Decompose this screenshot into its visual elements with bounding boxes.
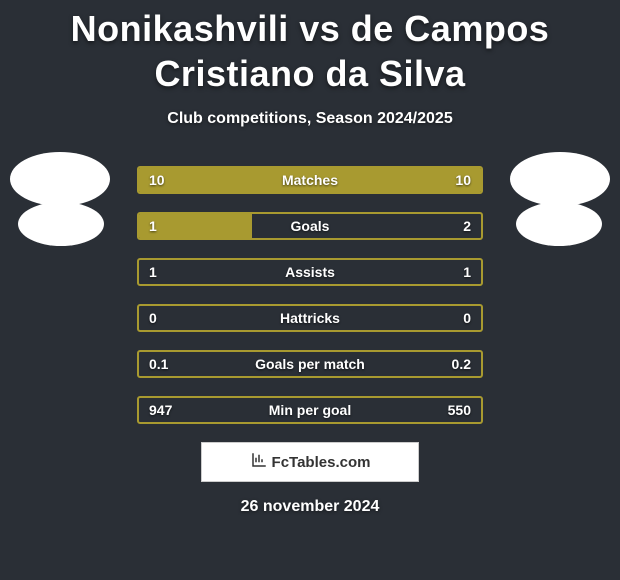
stat-bar: 1 Assists 1 xyxy=(137,258,483,286)
player-right-avatar xyxy=(510,152,610,206)
stat-left-value: 1 xyxy=(149,264,157,280)
date-text: 26 november 2024 xyxy=(0,498,620,516)
stat-bar: 10 Matches 10 xyxy=(137,166,483,194)
stat-label: Goals xyxy=(291,218,330,234)
stat-label: Goals per match xyxy=(255,356,365,372)
watermark-text: FcTables.com xyxy=(272,454,371,471)
stat-left-value: 10 xyxy=(149,172,165,188)
stat-right-value: 0 xyxy=(463,310,471,326)
stat-left-value: 947 xyxy=(149,402,172,418)
stat-label: Min per goal xyxy=(269,402,351,418)
watermark: FcTables.com xyxy=(201,442,419,482)
stat-left-value: 0 xyxy=(149,310,157,326)
stat-right-value: 0.2 xyxy=(452,356,471,372)
stat-right-value: 1 xyxy=(463,264,471,280)
team-right-avatar xyxy=(516,202,602,246)
stat-bar: 1 Goals 2 xyxy=(137,212,483,240)
stat-bar: 0 Hattricks 0 xyxy=(137,304,483,332)
stat-bars: 10Matches101Goals21Assists10Hattricks00.… xyxy=(137,166,483,424)
stat-right-value: 10 xyxy=(455,172,471,188)
stat-label: Assists xyxy=(285,264,335,280)
stat-right-value: 550 xyxy=(448,402,471,418)
team-left-avatar xyxy=(18,202,104,246)
stat-label: Hattricks xyxy=(280,310,340,326)
comparison-card: Nonikashvili vs de Campos Cristiano da S… xyxy=(0,0,620,580)
stat-left-value: 1 xyxy=(149,218,157,234)
player-left-avatar xyxy=(10,152,110,206)
subtitle: Club competitions, Season 2024/2025 xyxy=(0,110,620,128)
stat-label: Matches xyxy=(282,172,338,188)
page-title: Nonikashvili vs de Campos Cristiano da S… xyxy=(0,6,620,96)
stat-bar: 0.1 Goals per match 0.2 xyxy=(137,350,483,378)
stat-bar: 947 Min per goal 550 xyxy=(137,396,483,424)
chart-icon xyxy=(250,451,268,474)
stat-left-value: 0.1 xyxy=(149,356,168,372)
stat-right-value: 2 xyxy=(463,218,471,234)
